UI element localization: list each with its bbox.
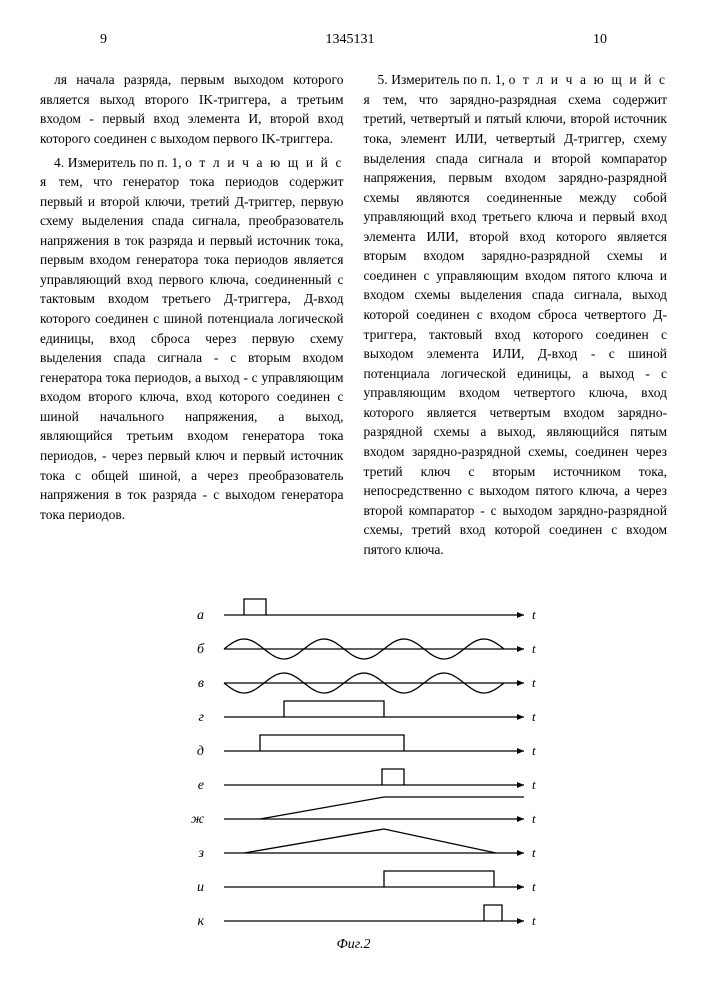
right-column: 5. Измеритель по п. 1, о т л и ч а ю щ и… — [364, 70, 668, 563]
svg-text:в: в — [197, 676, 203, 691]
col2-para1: 5. Измеритель по п. 1, о т л и ч а ю щ и… — [364, 70, 668, 559]
svg-text:t: t — [532, 675, 536, 690]
svg-text:t: t — [532, 811, 536, 826]
svg-text:t: t — [532, 607, 536, 622]
svg-text:t: t — [532, 913, 536, 928]
svg-text:t: t — [532, 845, 536, 860]
page-header: 9 1345131 10 — [40, 30, 667, 50]
col1-para1: ля начала разряда, первым выходом которо… — [40, 70, 344, 148]
svg-text:д: д — [196, 744, 203, 759]
timing-diagram: а t б t в t г t д t е t ж t з t и t к t Фиг.2 — [40, 593, 667, 955]
svg-text:з: з — [197, 846, 204, 861]
svg-text:к: к — [197, 914, 204, 929]
col1-para2: 4. Измеритель по п. 1, о т л и ч а ю щ и… — [40, 153, 344, 525]
figure-label: Фиг.2 — [40, 935, 667, 955]
svg-text:t: t — [532, 743, 536, 758]
svg-text:t: t — [532, 879, 536, 894]
svg-text:t: t — [532, 777, 536, 792]
timing-svg: а t б t в t г t д t е t ж t з t и t к t — [164, 593, 544, 933]
page-number-right: 10 — [593, 30, 607, 50]
svg-text:t: t — [532, 709, 536, 724]
left-column: ля начала разряда, первым выходом которо… — [40, 70, 344, 563]
svg-text:и: и — [197, 880, 204, 895]
document-number: 1345131 — [326, 30, 375, 50]
svg-text:а: а — [197, 608, 204, 623]
svg-text:ж: ж — [190, 812, 203, 827]
text-columns: ля начала разряда, первым выходом которо… — [40, 70, 667, 563]
page-number-left: 9 — [100, 30, 107, 50]
svg-text:t: t — [532, 641, 536, 656]
svg-text:б: б — [196, 642, 204, 657]
svg-text:г: г — [198, 710, 204, 725]
svg-text:е: е — [197, 778, 203, 793]
